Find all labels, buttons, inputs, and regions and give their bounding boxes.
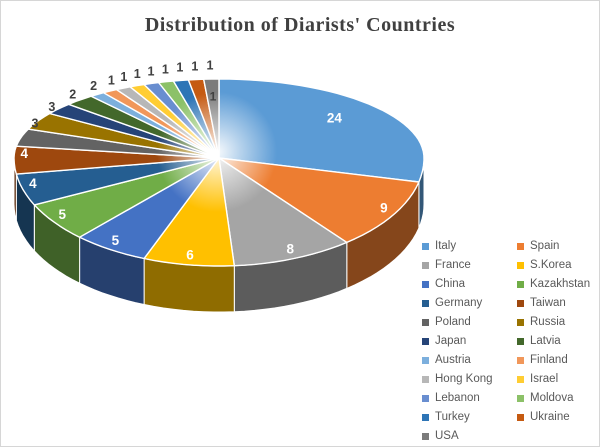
legend-item-france[interactable]: France — [422, 256, 509, 275]
legend-swatch-kazakhstan — [517, 281, 524, 288]
legend-label: China — [435, 278, 466, 290]
legend-label: Kazakhstan — [530, 278, 591, 290]
legend-item-finland[interactable]: Finland — [517, 351, 590, 370]
legend-swatch-russia — [517, 319, 524, 326]
legend-label: Taiwan — [530, 297, 566, 309]
data-label-moldova: 1 — [176, 61, 183, 75]
data-label-russia: 3 — [48, 100, 55, 114]
legend-column-2: Spain S.Korea Kazakhstan Taiwan Russia Latvia… — [517, 237, 590, 446]
data-label-finland: 1 — [120, 70, 127, 84]
data-label-italy: 24 — [327, 111, 343, 126]
legend-item-israel[interactable]: Israel — [517, 370, 590, 389]
data-label-lebanon: 1 — [162, 62, 169, 76]
legend-label: Spain — [530, 240, 560, 252]
legend-item-moldova[interactable]: Moldova — [517, 389, 590, 408]
data-label-turkey: 1 — [191, 59, 198, 73]
legend-swatch-turkey — [422, 414, 429, 421]
data-label-poland: 3 — [32, 117, 39, 131]
data-label-japan: 2 — [69, 88, 76, 102]
data-label-kazakhstan: 5 — [59, 207, 67, 222]
legend-label: Germany — [435, 297, 483, 309]
legend-column-1: Italy France China Germany Poland Japan Austri… — [422, 237, 509, 446]
legend-swatch-austria — [422, 357, 429, 364]
legend-swatch-france — [422, 262, 429, 269]
legend-item-italy[interactable]: Italy — [422, 237, 509, 256]
legend-item-hong-kong[interactable]: Hong Kong — [422, 370, 509, 389]
legend: Italy France China Germany Poland Japan Austri… — [422, 237, 590, 446]
legend-item-lebanon[interactable]: Lebanon — [422, 389, 509, 408]
legend-label: Turkey — [435, 411, 470, 423]
data-label-germany: 4 — [29, 176, 37, 191]
legend-swatch-taiwan — [517, 300, 524, 307]
data-label-s-korea: 6 — [186, 248, 194, 263]
data-label-france: 8 — [286, 242, 294, 257]
legend-swatch-germany — [422, 300, 429, 307]
legend-label: Ukraine — [530, 411, 570, 423]
legend-item-kazakhstan[interactable]: Kazakhstan — [517, 275, 590, 294]
legend-item-turkey[interactable]: Turkey — [422, 408, 509, 427]
data-label-spain: 9 — [380, 201, 388, 216]
legend-swatch-hong-kong — [422, 376, 429, 383]
legend-label: Japan — [435, 335, 467, 347]
legend-swatch-moldova — [517, 395, 524, 402]
legend-item-germany[interactable]: Germany — [422, 294, 509, 313]
data-label-usa: 1 — [210, 89, 217, 103]
legend-label: Italy — [435, 240, 457, 252]
data-label-austria: 1 — [108, 73, 115, 87]
legend-item-poland[interactable]: Poland — [422, 313, 509, 332]
legend-label: Russia — [530, 316, 566, 328]
legend-label: Lebanon — [435, 392, 480, 404]
legend-label: S.Korea — [530, 259, 572, 271]
data-label-hong-kong: 1 — [134, 67, 141, 81]
legend-swatch-ukraine — [517, 414, 524, 421]
legend-swatch-italy — [422, 243, 429, 250]
legend-item-ukraine[interactable]: Ukraine — [517, 408, 590, 427]
pie-slice-taiwan[interactable] — [13, 145, 220, 175]
legend-item-taiwan[interactable]: Taiwan — [517, 294, 590, 313]
legend-item-russia[interactable]: Russia — [517, 313, 590, 332]
legend-label: France — [435, 259, 471, 271]
data-label-taiwan: 4 — [21, 146, 29, 161]
legend-label: Poland — [435, 316, 471, 328]
legend-item-latvia[interactable]: Latvia — [517, 332, 590, 351]
legend-item-china[interactable]: China — [422, 275, 509, 294]
legend-swatch-japan — [422, 338, 429, 345]
legend-swatch-poland — [422, 319, 429, 326]
legend-label: Moldova — [530, 392, 574, 404]
legend-label: Austria — [435, 354, 471, 366]
legend-item-usa[interactable]: USA — [422, 427, 509, 446]
legend-swatch-china — [422, 281, 429, 288]
legend-label: Latvia — [530, 335, 561, 347]
legend-item-s-korea[interactable]: S.Korea — [517, 256, 590, 275]
legend-item-spain[interactable]: Spain — [517, 237, 590, 256]
data-label-israel: 1 — [148, 65, 155, 79]
legend-swatch-finland — [517, 357, 524, 364]
data-label-ukraine: 1 — [207, 59, 214, 73]
legend-swatch-s-korea — [517, 262, 524, 269]
legend-swatch-latvia — [517, 338, 524, 345]
legend-swatch-lebanon — [422, 395, 429, 402]
data-label-latvia: 2 — [90, 79, 97, 93]
chart-title: Distribution of Diarists' Countries — [144, 14, 456, 36]
legend-item-japan[interactable]: Japan — [422, 332, 509, 351]
legend-swatch-spain — [517, 243, 524, 250]
legend-label: Hong Kong — [435, 373, 493, 385]
data-label-china: 5 — [112, 233, 120, 248]
legend-swatch-usa — [422, 433, 429, 440]
legend-swatch-israel — [517, 376, 524, 383]
legend-label: Finland — [530, 354, 568, 366]
legend-label: Israel — [530, 373, 559, 385]
legend-label: USA — [435, 430, 459, 442]
legend-item-austria[interactable]: Austria — [422, 351, 509, 370]
